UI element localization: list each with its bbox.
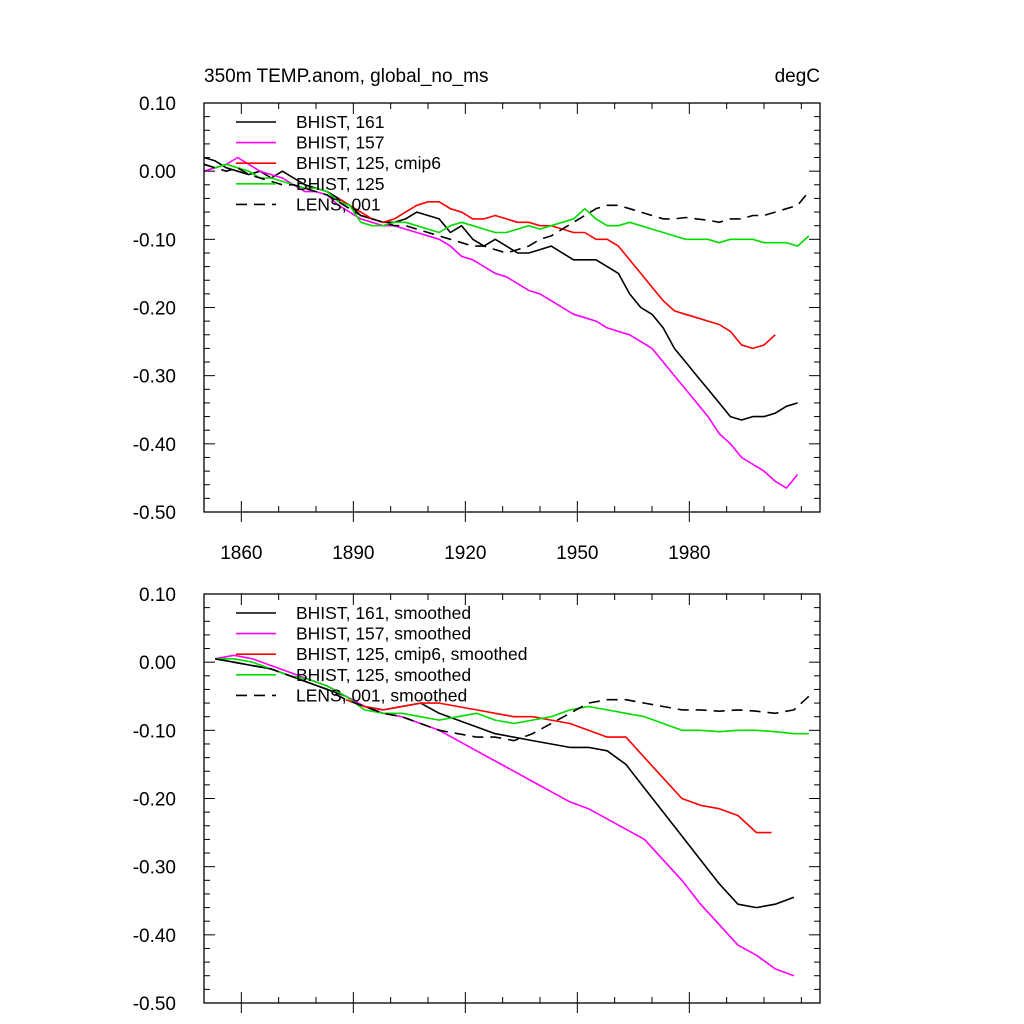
bottom-series-line-3 bbox=[345, 698, 772, 834]
top-y-tick-label: -0.10 bbox=[133, 230, 176, 251]
bottom-y-tick-label: -0.40 bbox=[133, 926, 176, 947]
top-y-tick-label: 0.10 bbox=[139, 94, 176, 115]
bottom-y-tick-label: -0.30 bbox=[133, 858, 176, 879]
bottom-y-tick-label: 0.10 bbox=[139, 585, 176, 606]
bottom-y-tick-label: -0.10 bbox=[133, 721, 176, 742]
top-axes-layer: 0.10 0.00 -0.10 -0.20 -0.30 -0.40 -0.50 1860 189… bbox=[133, 94, 821, 564]
bottom-series-layer bbox=[215, 654, 810, 977]
bottom-legend-label-1: BHIST, 161, smoothed bbox=[296, 603, 471, 623]
top-series-line-1 bbox=[203, 156, 798, 421]
top-x-tick-label: 1890 bbox=[332, 543, 374, 564]
bottom-y-tick-label: 0.00 bbox=[139, 653, 176, 674]
bottom-y-tick-label: -0.50 bbox=[133, 994, 176, 1015]
top-legend-label-4: BHIST, 125 bbox=[296, 174, 385, 194]
units-label: degC bbox=[775, 66, 820, 87]
top-legend-label-1: BHIST, 161 bbox=[296, 112, 385, 132]
top-x-tick-label: 1980 bbox=[668, 543, 710, 564]
top-y-tick-label: -0.40 bbox=[133, 435, 176, 456]
top-x-tick-label: 1920 bbox=[444, 543, 486, 564]
chart-title: 350m TEMP.anom, global_no_ms bbox=[204, 66, 488, 87]
bottom-series-line-4 bbox=[215, 657, 809, 735]
top-y-tick-label: -0.50 bbox=[133, 503, 176, 524]
bottom-legend-label-4: BHIST, 125, smoothed bbox=[296, 665, 471, 685]
top-series-layer bbox=[203, 156, 810, 489]
top-y-tick-label: -0.20 bbox=[133, 299, 176, 320]
bottom-legend-label-5: LENS, 001, smoothed bbox=[296, 685, 467, 705]
top-series-line-4 bbox=[203, 163, 810, 247]
top-y-tick-label: -0.30 bbox=[133, 367, 176, 388]
bottom-series-line-5 bbox=[215, 658, 810, 742]
bottom-panel: 0.10 0.00 -0.10 -0.20 -0.30 -0.40 -0.50 BHIST,… bbox=[133, 585, 821, 1015]
bottom-axes-layer: 0.10 0.00 -0.10 -0.20 -0.30 -0.40 -0.50 bbox=[133, 585, 821, 1015]
top-y-tick-label: 0.00 bbox=[139, 162, 176, 183]
top-legend-label-3: BHIST, 125, cmip6 bbox=[296, 153, 441, 173]
top-series-line-2 bbox=[203, 156, 799, 489]
bottom-legend-label-2: BHIST, 157, smoothed bbox=[296, 624, 471, 644]
top-legend-label-5: LENS, 001 bbox=[296, 194, 381, 214]
bottom-legend-label-3: BHIST, 125, cmip6, smoothed bbox=[296, 644, 528, 664]
top-x-tick-label: 1950 bbox=[556, 543, 598, 564]
top-x-tick-label: 1860 bbox=[220, 543, 262, 564]
top-series-line-3 bbox=[337, 197, 776, 350]
top-panel: 350m TEMP.anom, global_no_ms degC 0.100.… bbox=[133, 66, 821, 564]
top-legend-label-2: BHIST, 157 bbox=[296, 133, 385, 153]
bottom-y-tick-label: -0.20 bbox=[133, 790, 176, 811]
top-series-line-5 bbox=[203, 163, 810, 254]
